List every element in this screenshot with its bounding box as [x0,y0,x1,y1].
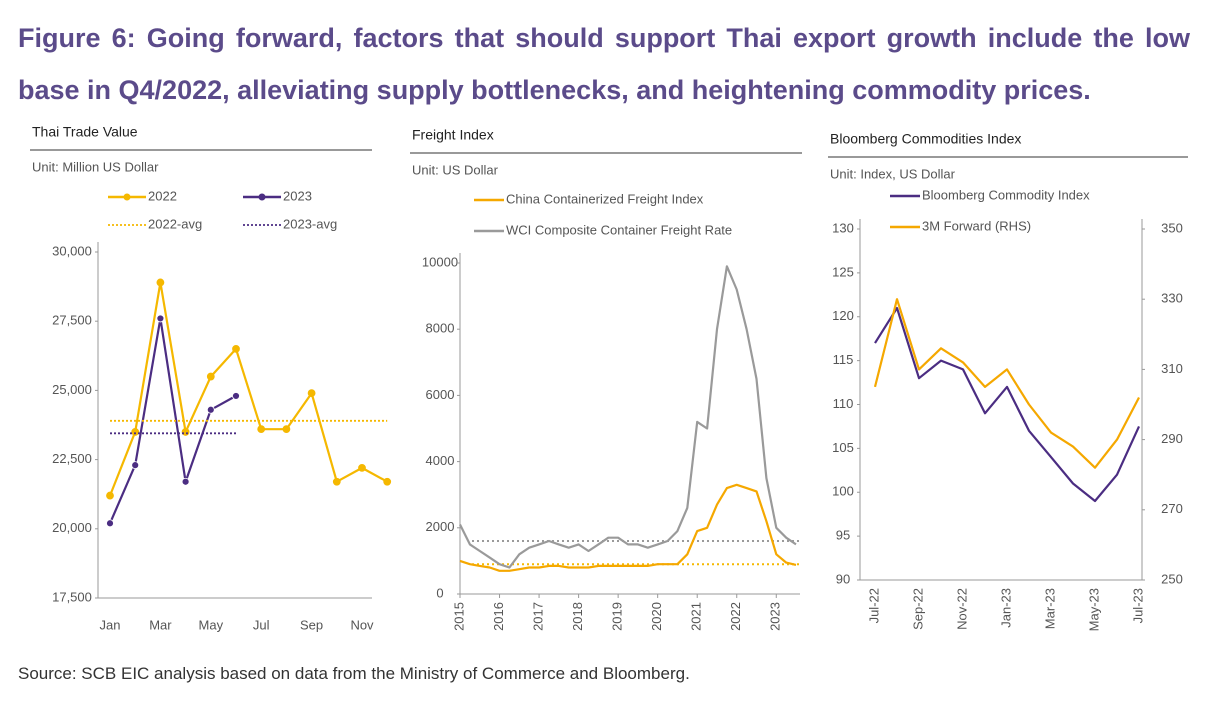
point-marker [282,425,291,434]
y-tick-label: 90 [836,571,850,586]
legend-label: 2022 [148,188,177,203]
point-marker [206,372,215,381]
x-tick-label: 2017 [531,602,546,631]
x-tick-label: Jan [100,617,121,632]
point-marker [106,491,114,500]
y-tick-label: 130 [832,220,854,235]
x-tick-label: Mar [149,617,172,632]
y-tick-label: 2000 [426,519,455,534]
series-line [459,483,797,572]
point-marker [307,389,316,398]
x-tick-label: 2019 [610,602,625,631]
x-tick-label: Nov-22 [954,588,969,630]
chart-title: Freight Index [412,127,494,143]
point-marker [232,344,240,353]
point-marker [156,314,165,323]
y2-tick-label: 350 [1161,220,1183,235]
y-tick-label: 115 [833,352,854,367]
x-tick-label: Jul-22 [866,588,881,623]
series-line [108,281,388,497]
y-tick-label: 8000 [426,321,455,336]
y-tick-label: 95 [836,528,850,543]
x-tick-label: Mar-23 [1042,588,1057,629]
y-tick-label: 27,500 [52,313,92,328]
x-tick-label: 2018 [570,602,585,631]
point-marker [332,477,341,486]
point-marker [257,425,266,434]
point-marker [156,278,165,287]
y-tick-label: 25,000 [52,382,92,397]
x-tick-label: Nov [350,617,374,632]
x-tick-label: 2021 [689,602,704,631]
unit-label: Unit: Million US Dollar [32,159,159,174]
x-tick-label: Sep [300,617,323,632]
charts: Thai Trade Value Unit: Million US Dollar 1… [30,124,1188,632]
series-line [874,306,1141,503]
point-marker [181,477,190,486]
unit-label: Unit: US Dollar [412,162,499,177]
point-marker [232,392,240,400]
series-line [108,317,237,524]
x-tick-label: 2020 [649,602,664,631]
series-line [873,298,1140,469]
y-tick-label: 22,500 [52,451,92,466]
y-tick-label: 6000 [426,387,455,402]
y2-tick-label: 270 [1161,501,1183,516]
x-tick-label: 2016 [491,602,506,631]
y-tick-label: 0 [436,585,443,600]
y-tick-label: 125 [832,264,854,279]
y-tick-label: 10000 [422,254,458,269]
x-tick-label: 2015 [451,602,466,631]
source-note: Source: SCB EIC analysis based on data f… [18,664,690,683]
legend-label: 3M Forward (RHS) [922,218,1031,233]
y2-tick-label: 250 [1161,571,1183,586]
x-tick-label: Jul-23 [1130,588,1145,623]
legend-label: 2022-avg [148,216,202,231]
chart-title: Bloomberg Commodities Index [830,131,1021,147]
y-tick-label: 4000 [426,453,455,468]
x-tick-label: Jan-23 [998,588,1013,628]
legend-label: WCI Composite Container Freight Rate [506,222,732,237]
x-tick-label: 2023 [768,602,783,631]
chart-title: Thai Trade Value [32,124,138,140]
y-tick-label: 110 [833,396,854,411]
series-line [459,265,797,569]
y-tick-label: 30,000 [52,243,92,258]
legend-label: China Containerized Freight Index [506,191,704,206]
y2-tick-label: 290 [1161,431,1183,446]
figure-title: Figure 6: Going forward, factors that sh… [18,23,1190,105]
legend-marker [258,193,266,201]
y-tick-label: 120 [832,308,854,323]
y-tick-label: 17,500 [52,589,92,604]
point-marker [131,428,140,436]
y2-tick-label: 310 [1161,361,1183,376]
y-tick-label: 20,000 [52,520,92,535]
x-tick-label: May-23 [1086,588,1101,631]
legend-label: Bloomberg Commodity Index [922,187,1090,202]
legend-marker [123,193,131,201]
x-tick-label: May [199,617,224,632]
point-marker [131,461,140,470]
point-marker [106,519,114,528]
unit-label: Unit: Index, US Dollar [830,166,956,181]
y-tick-label: 105 [832,440,854,455]
legend-label: 2023 [283,188,312,203]
x-tick-label: Sep-22 [910,588,925,630]
legend-label: 2023-avg [283,216,337,231]
x-tick-label: Jul [253,617,270,632]
point-marker [206,405,215,414]
y2-tick-label: 330 [1161,291,1183,306]
y-tick-label: 100 [832,484,854,499]
point-marker [358,464,366,472]
x-tick-label: 2022 [728,602,743,631]
point-marker [383,477,392,486]
point-marker [181,428,190,436]
